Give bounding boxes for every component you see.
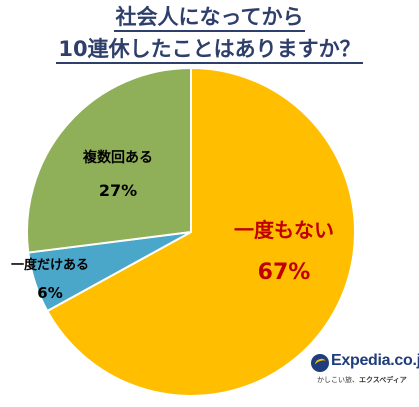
chart-title-line-1: 社会人になってから <box>0 4 419 32</box>
logo-wordmark: Expedia.co.jp <box>331 352 419 369</box>
slice-value-2: 6% <box>37 284 62 302</box>
slice-label-3: 複数回ある <box>82 149 153 166</box>
slice-label-1: 一度もない <box>234 218 334 242</box>
expedia-logo: Expedia.co.jp かしこい旅、エクスペディア <box>311 352 419 392</box>
slice-value-3: 27% <box>99 181 137 200</box>
chart-title-line-2: 10連休したことはありますか？ <box>0 36 419 64</box>
pie-slice-1 <box>45 66 356 397</box>
slice-value-1: 67% <box>258 260 311 285</box>
slice-label-2: 一度だけある <box>11 257 89 273</box>
pie-slice-3 <box>26 66 192 254</box>
logo-tagline: かしこい旅、エクスペディア <box>317 376 407 384</box>
globe-icon <box>311 354 329 372</box>
